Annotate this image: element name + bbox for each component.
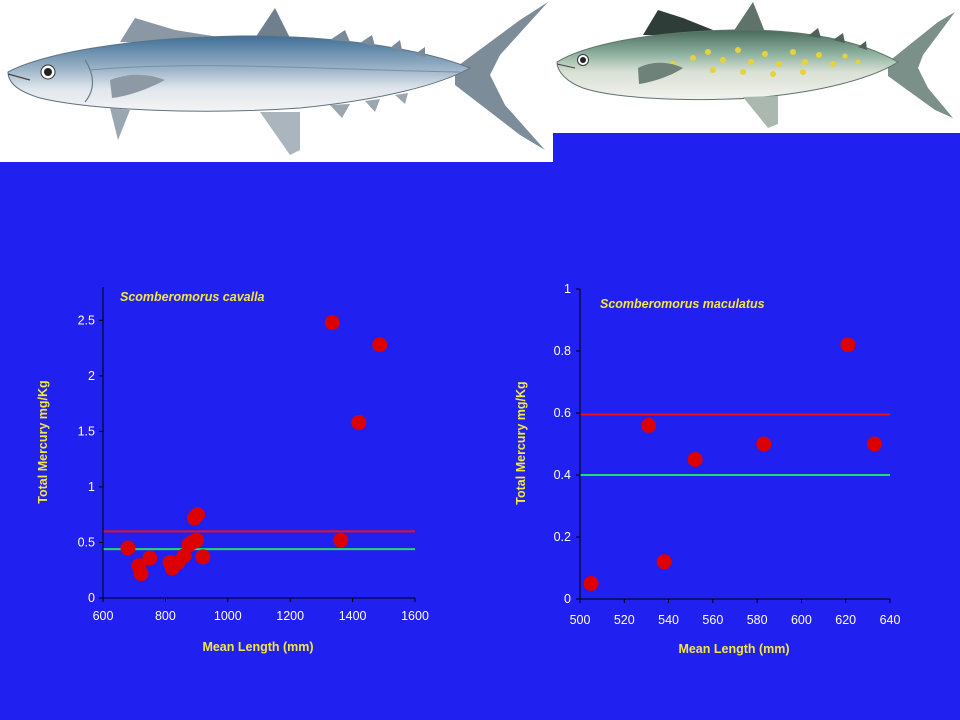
data-point — [142, 550, 158, 566]
y-tick-label: 2.5 — [78, 313, 95, 327]
data-point — [351, 415, 367, 431]
data-point — [687, 452, 703, 467]
y-axis-label: Total Mercury mg/Kg — [36, 380, 50, 503]
data-point — [324, 315, 340, 331]
y-tick-label: 1 — [88, 480, 95, 494]
y-tick-label: 0.2 — [554, 530, 571, 544]
data-point — [189, 532, 205, 548]
data-point — [656, 554, 672, 570]
data-points — [120, 315, 388, 582]
x-tick-label: 540 — [658, 613, 679, 627]
x-tick-label: 620 — [835, 613, 856, 627]
data-point — [372, 337, 388, 353]
x-tick-label: 580 — [747, 613, 768, 627]
data-point — [190, 507, 206, 523]
chart-title: Scomberomorus maculatus — [600, 297, 765, 311]
data-point — [133, 566, 149, 582]
reference-lines — [103, 530, 415, 551]
y-tick-label: 0 — [88, 591, 95, 605]
data-points — [583, 337, 882, 591]
reference-lines — [580, 413, 890, 476]
spanish-mackerel-illustration — [556, 2, 955, 128]
x-tick-label: 800 — [155, 609, 176, 623]
x-tick-label: 500 — [570, 613, 591, 627]
fish-image-panel-right — [553, 0, 960, 133]
axes — [102, 287, 415, 599]
y-tick-label: 1 — [564, 282, 571, 296]
x-tick-label: 1600 — [401, 609, 429, 623]
data-point — [840, 337, 856, 353]
x-tick-label: 640 — [880, 613, 901, 627]
x-tick-label: 1200 — [276, 609, 304, 623]
ticks: 600 800 1000 1200 1400 1600 0 0.5 1 1.5 2 2.5 — [78, 313, 429, 623]
y-tick-label: 2 — [88, 369, 95, 383]
x-axis-label: Mean Length (mm) — [202, 640, 313, 654]
axes — [579, 289, 890, 600]
chart-title: Scomberomorus cavalla — [120, 290, 265, 304]
chart-scomberomorus-cavalla: 600 800 1000 1200 1400 1600 0 0.5 1 1.5 2 2.5 Scomb… — [36, 287, 429, 654]
data-point — [120, 540, 136, 556]
x-tick-label: 560 — [702, 613, 723, 627]
fish-image-panel-left — [0, 0, 553, 162]
data-point — [333, 532, 349, 548]
x-tick-label: 600 — [93, 609, 114, 623]
x-axis-label: Mean Length (mm) — [678, 642, 789, 656]
y-tick-label: 0.6 — [554, 406, 571, 420]
chart-scomberomorus-maculatus: 500 520 540 560 580 600 620 640 0 0.2 0.4 0.6 0.8 1 S… — [514, 282, 900, 656]
x-tick-label: 1400 — [339, 609, 367, 623]
y-tick-label: 0.8 — [554, 344, 571, 358]
data-point — [195, 549, 211, 565]
y-tick-label: 0.5 — [78, 535, 95, 549]
x-tick-label: 1000 — [214, 609, 242, 623]
y-tick-label: 1.5 — [78, 424, 95, 438]
y-axis-label: Total Mercury mg/Kg — [514, 381, 528, 504]
x-tick-label: 600 — [791, 613, 812, 627]
king-mackerel-illustration — [7, 2, 548, 155]
y-tick-label: 0 — [564, 592, 571, 606]
data-point — [756, 436, 772, 452]
data-point — [867, 436, 882, 452]
y-tick-label: 0.4 — [554, 468, 571, 482]
data-point — [583, 576, 599, 591]
x-tick-label: 520 — [614, 613, 635, 627]
data-point — [641, 417, 657, 433]
ticks: 500 520 540 560 580 600 620 640 0 0.2 0.4 0.6 0.8 1 — [554, 282, 901, 627]
